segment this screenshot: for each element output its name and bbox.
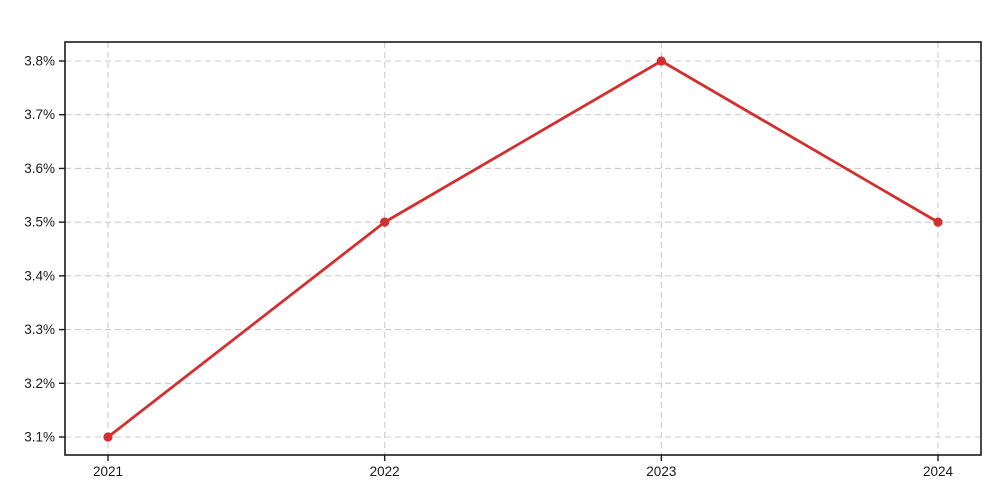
data-point-marker [103, 432, 113, 442]
y-tick-label: 3.1% [24, 430, 55, 445]
x-tick-label: 2023 [646, 464, 676, 479]
trend-line [106, 59, 940, 439]
y-tick-label: 3.4% [24, 268, 55, 283]
x-tick-label: 2022 [370, 464, 400, 479]
x-tick-label: 2024 [923, 464, 954, 479]
data-point-marker [656, 56, 666, 66]
data-point-marker [933, 217, 943, 227]
y-tick-label: 3.2% [24, 376, 55, 391]
x-tick-label: 2021 [93, 464, 123, 479]
y-tick-label: 3.6% [24, 161, 55, 176]
y-tick-label: 3.7% [24, 107, 55, 122]
y-tick-label: 3.3% [24, 322, 55, 337]
y-tick-label: 3.5% [24, 215, 55, 230]
y-tick-label: 3.8% [24, 54, 55, 69]
data-point-marker [380, 217, 390, 227]
plot-border [64, 41, 982, 456]
